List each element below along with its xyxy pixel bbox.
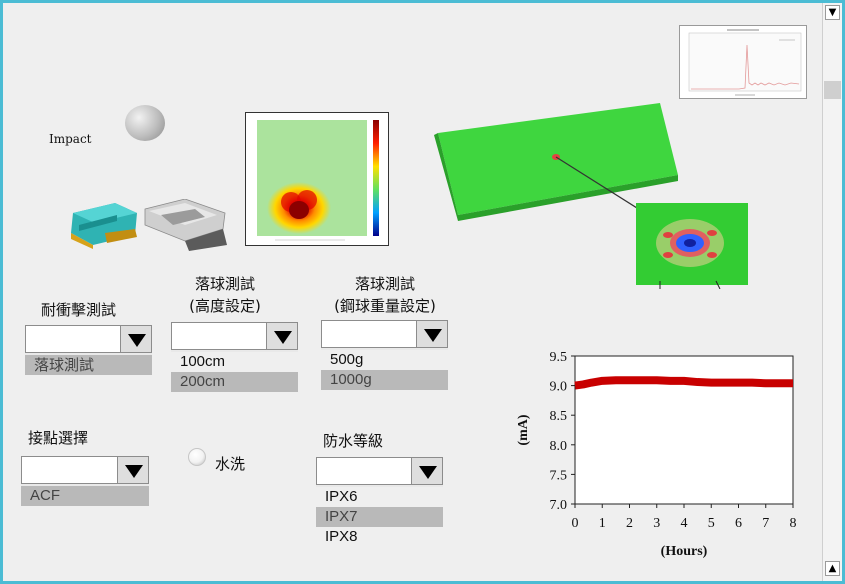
contact-point-option-acf[interactable]: ACF [21, 486, 149, 506]
waterproof-options: IPX6 IPX7 IPX8 [316, 487, 443, 581]
impact-test-title: 耐衝擊測試 [41, 301, 117, 319]
impact-test-dropdown-button[interactable] [120, 325, 152, 353]
contact-point-options: ACF [21, 486, 149, 532]
y-tick-label: 8.0 [550, 439, 568, 454]
x-tick-label: 2 [626, 516, 633, 531]
impact-label: Impact [49, 132, 92, 146]
current-vs-time-chart: 7.0 7.5 8.0 8.5 9.0 9.5 0 1 2 3 4 5 6 7 8 (Hours) (mA) [516, 350, 797, 559]
contact-point-dropdown-button[interactable] [117, 456, 149, 484]
x-tick-label: 7 [762, 516, 769, 531]
scroll-thumb[interactable] [824, 81, 841, 99]
ball-weight-title-line1: 落球測試 [354, 275, 415, 293]
x-tick-label: 6 [735, 516, 742, 531]
x-tick-label: 4 [681, 516, 688, 531]
drop-height-dropdown-button[interactable] [266, 322, 298, 350]
dropdown-arrow-icon [419, 466, 437, 479]
impact-test-options: 落球測試 [25, 355, 152, 425]
connector-model-icon [71, 199, 227, 251]
scroll-up-icon[interactable]: ▲ [825, 561, 840, 576]
dropdown-arrow-icon [424, 329, 442, 342]
x-tick-label: 1 [599, 516, 606, 531]
wash-label: 水洗 [215, 455, 246, 473]
x-tick-label: 0 [572, 516, 579, 531]
y-tick-label: 7.5 [550, 468, 568, 483]
waterproof-dropdown[interactable]: IPX6 IPX7 IPX8 [316, 457, 443, 581]
current-series-line [574, 376, 793, 390]
drop-height-option-200cm[interactable]: 200cm [171, 372, 298, 392]
waterproof-dropdown-button[interactable] [411, 457, 443, 485]
dropdown-arrow-icon [125, 465, 143, 478]
ball-weight-title-line2: (鋼球重量設定) [334, 297, 436, 315]
y-tick-label: 9.5 [550, 350, 568, 365]
y-tick-label: 8.5 [550, 409, 568, 424]
x-tick-label: 5 [708, 516, 715, 531]
touch-panel-model-image [434, 103, 748, 289]
main-panel: Impact [3, 3, 822, 581]
dropdown-arrow-icon [274, 331, 292, 344]
ball-weight-option-500g[interactable]: 500g [330, 351, 364, 368]
drop-height-title-line2: (高度設定) [189, 297, 261, 315]
waterproof-option-ipx7[interactable]: IPX7 [316, 507, 443, 527]
drop-height-title-line1: 落球測試 [194, 275, 255, 293]
x-tick-label: 8 [790, 516, 797, 531]
drop-height-dropdown[interactable]: 100cm 200cm [171, 322, 298, 422]
waterproof-option-ipx8[interactable]: IPX8 [325, 528, 358, 545]
impact-test-dropdown[interactable]: 落球測試 [25, 325, 152, 425]
ball-weight-options: 500g 1000g [321, 350, 448, 423]
waterproof-option-ipx6[interactable]: IPX6 [325, 488, 358, 505]
ball-weight-dropdown[interactable]: 500g 1000g [321, 320, 448, 423]
steel-ball-icon [125, 105, 165, 141]
contact-point-title: 接點選擇 [28, 429, 89, 447]
y-tick-label: 9.0 [550, 380, 568, 395]
drop-height-options: 100cm 200cm [171, 352, 298, 422]
x-axis-label: (Hours) [661, 544, 708, 559]
x-tick-label: 3 [653, 516, 660, 531]
ball-weight-dropdown-button[interactable] [416, 320, 448, 348]
dropdown-arrow-icon [128, 334, 146, 347]
displacement-chart-thumbnail [679, 25, 807, 99]
ball-weight-option-1000g[interactable]: 1000g [321, 370, 448, 390]
y-axis-label: (mA) [516, 414, 531, 445]
vertical-scrollbar[interactable]: ▼ ▲ [822, 3, 842, 581]
contact-point-dropdown[interactable]: ACF [21, 456, 149, 532]
wash-radio[interactable] [188, 448, 206, 466]
scroll-down-icon[interactable]: ▼ [825, 5, 840, 20]
y-tick-label: 7.0 [550, 498, 568, 513]
drop-height-option-100cm[interactable]: 100cm [180, 353, 226, 370]
impact-heatmap-image [245, 112, 389, 246]
impact-test-option[interactable]: 落球測試 [25, 355, 152, 375]
waterproof-title: 防水等級 [323, 432, 384, 450]
